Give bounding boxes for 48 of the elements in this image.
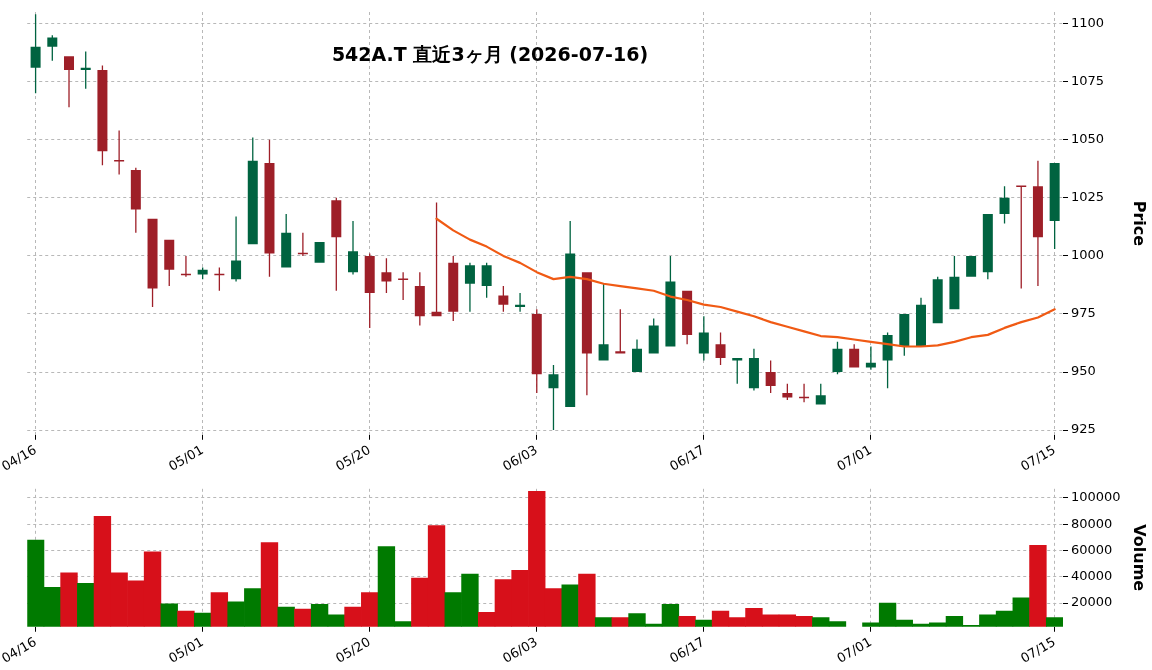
bar (60, 572, 78, 627)
candlestick (782, 383, 793, 400)
bar (561, 584, 579, 627)
y-tick-label: 950 (1071, 363, 1096, 379)
y-tick-label: 1000 (1071, 247, 1105, 263)
y-tick-label: 1075 (1071, 73, 1105, 89)
y-axis-title: Volume (1130, 524, 1150, 592)
candlestick (815, 383, 826, 405)
bar (594, 617, 613, 627)
candlestick (297, 232, 308, 256)
y-tick-label: 80000 (1071, 515, 1113, 531)
candlestick (865, 346, 876, 370)
y-axis-title: Price (1130, 200, 1150, 247)
bar (678, 615, 696, 627)
candlestick (1032, 160, 1043, 287)
y-tick-label: 20000 (1071, 594, 1113, 610)
candlestick (498, 286, 509, 312)
candlestick (464, 262, 475, 312)
bar (294, 608, 312, 627)
candlestick (114, 130, 125, 175)
y-tick-label: 60000 (1071, 541, 1113, 557)
bar (1045, 617, 1063, 627)
bar (1029, 544, 1047, 627)
y-tick-label: 1100 (1071, 14, 1105, 30)
y-tick-label: 1025 (1071, 189, 1105, 205)
y-tick-label: 40000 (1071, 568, 1113, 584)
bar (210, 592, 229, 627)
candlestick (748, 348, 759, 391)
y-tick-label: 925 (1071, 421, 1096, 437)
candlestick (398, 272, 409, 301)
candlestick (231, 216, 242, 282)
text: 542A.T 直近3ヶ月 (2026-07-16) (330, 42, 650, 66)
bar (77, 583, 95, 627)
bar (260, 542, 279, 627)
candlestick (632, 339, 642, 373)
bar (193, 612, 212, 627)
bar (160, 603, 178, 627)
candlestick (515, 293, 526, 312)
bar (177, 610, 195, 627)
candlestick (348, 221, 359, 275)
candlestick (180, 255, 191, 277)
y-tick-label: 100000 (1071, 489, 1121, 505)
y-tick-label: 975 (1071, 305, 1096, 321)
y-tick-label: 1050 (1071, 131, 1105, 147)
candlestick (581, 272, 592, 396)
candlestick (799, 383, 810, 403)
bar (578, 573, 596, 627)
candlestick (64, 56, 75, 108)
